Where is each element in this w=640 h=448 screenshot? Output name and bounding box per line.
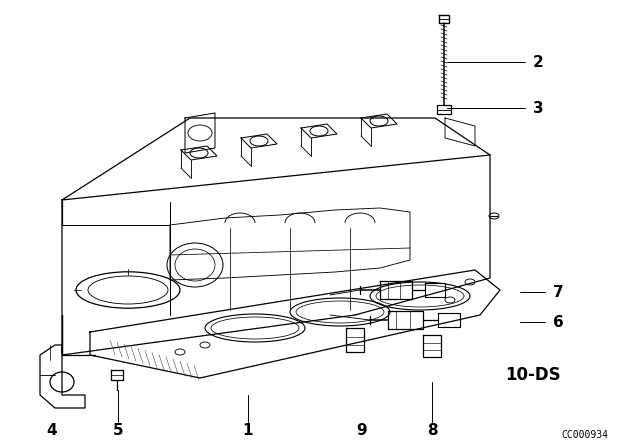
Text: 3: 3 [533,100,543,116]
Text: 10-DS: 10-DS [505,366,561,384]
Text: 5: 5 [113,422,124,438]
Text: 8: 8 [427,422,437,438]
Text: 1: 1 [243,422,253,438]
Text: 6: 6 [553,314,564,329]
Text: 2: 2 [533,55,544,69]
Text: 7: 7 [553,284,564,300]
Text: CC000934: CC000934 [561,430,608,440]
Text: 9: 9 [356,422,367,438]
Bar [437,105,451,114]
Text: 4: 4 [47,422,58,438]
